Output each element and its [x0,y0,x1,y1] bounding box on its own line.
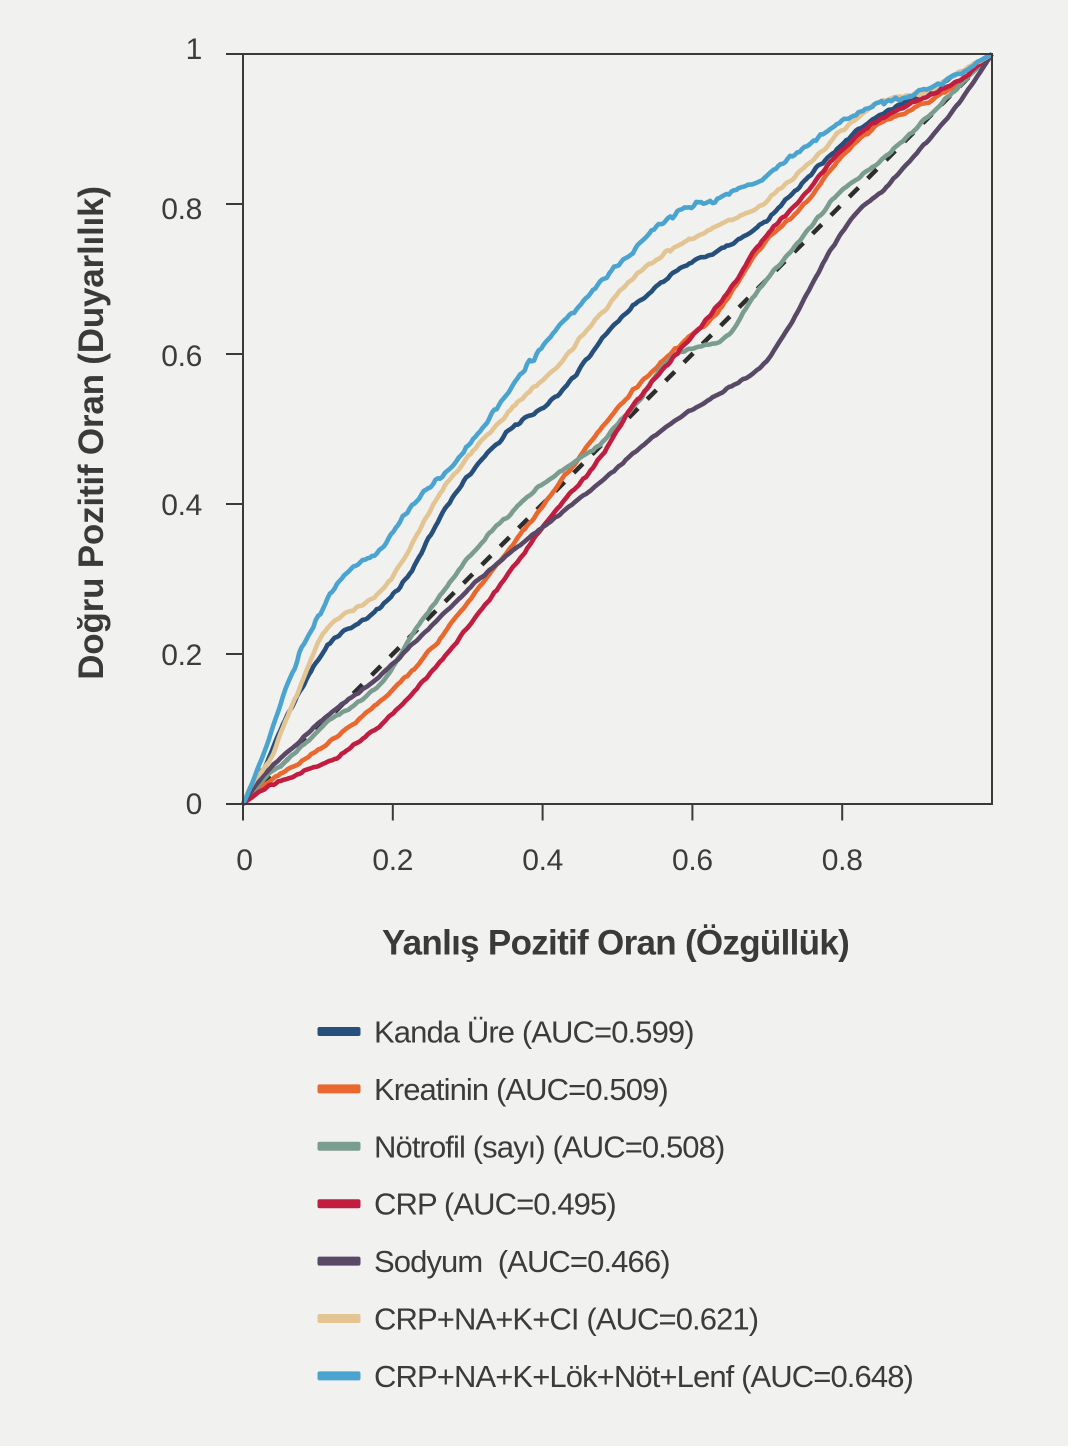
svg-text:0.8: 0.8 [161,193,202,226]
svg-text:Sodyum (AUC=0.466): Sodyum (AUC=0.466) [374,1244,670,1279]
svg-text:0.2: 0.2 [161,639,202,672]
svg-text:Yanlış Pozitif Oran (Özgüllük): Yanlış Pozitif Oran (Özgüllük) [382,924,849,963]
svg-text:Kanda Üre (AUC=0.599): Kanda Üre (AUC=0.599) [374,1015,694,1050]
svg-text:0.6: 0.6 [161,340,202,373]
svg-text:0.4: 0.4 [522,844,563,877]
svg-text:0.4: 0.4 [161,489,202,522]
svg-text:0.6: 0.6 [672,844,713,877]
svg-text:Doğru Pozitif Oran (Duyarlılık: Doğru Pozitif Oran (Duyarlılık) [72,186,111,680]
svg-text:Kreatinin (AUC=0.509): Kreatinin (AUC=0.509) [374,1072,668,1107]
svg-text:0.8: 0.8 [822,844,863,877]
svg-text:0: 0 [236,844,252,877]
svg-text:CRP (AUC=0.495): CRP (AUC=0.495) [374,1187,616,1222]
svg-text:CRP+NA+K+Lök+Nöt+Lenf (AUC=0.6: CRP+NA+K+Lök+Nöt+Lenf (AUC=0.648) [374,1359,913,1394]
svg-text:1: 1 [186,33,202,66]
svg-text:CRP+NA+K+CI (AUC=0.621): CRP+NA+K+CI (AUC=0.621) [374,1302,758,1337]
svg-text:0: 0 [186,788,202,821]
svg-text:0.2: 0.2 [372,844,413,877]
svg-text:Nötrofil (sayı) (AUC=0.508): Nötrofil (sayı) (AUC=0.508) [374,1129,724,1164]
